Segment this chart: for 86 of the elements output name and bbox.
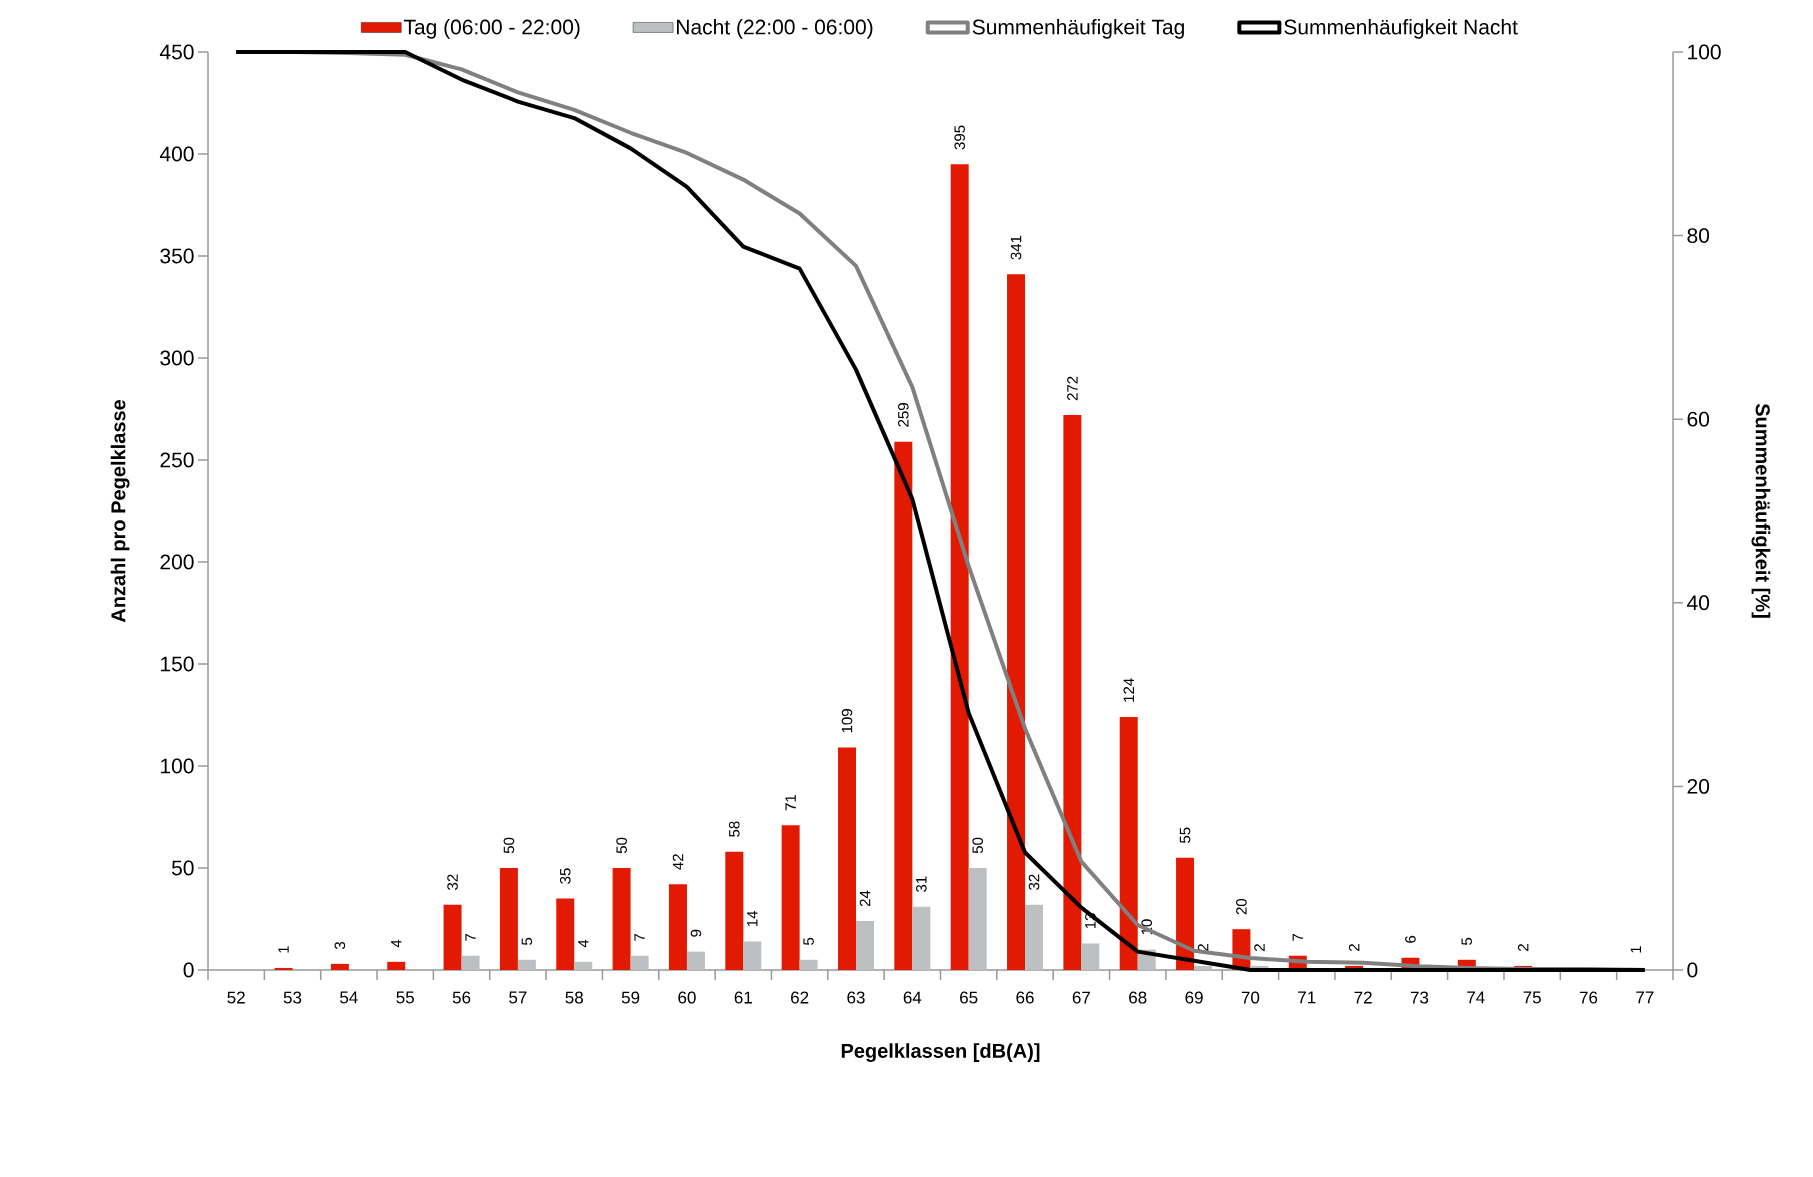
data-label: 32: [1028, 874, 1040, 890]
y-tick-label: 300: [160, 350, 194, 366]
legend-label: Summenhäufigkeit Nacht: [1284, 19, 1518, 39]
data-label: 7: [465, 933, 476, 941]
data-label: 272: [1067, 376, 1078, 401]
y2-tick-label: 100: [1688, 44, 1721, 60]
x-tick-label: 60: [678, 991, 696, 1004]
y-axis-title: Anzahl pro Pegelklasse: [110, 399, 130, 623]
data-label: 7: [634, 933, 645, 941]
x-tick-label: 62: [791, 991, 809, 1004]
data-label: 32: [447, 874, 458, 890]
data-label: 2: [1348, 944, 1360, 951]
y-tick-label: 400: [159, 146, 194, 162]
data-label: 5: [803, 937, 814, 945]
y-tick-label: 450: [159, 44, 194, 60]
data-label: 55: [1179, 827, 1191, 843]
y-tick-label: 350: [160, 248, 194, 264]
data-label: 5: [521, 937, 533, 945]
data-label: 124: [1123, 678, 1134, 702]
x-tick-label: 55: [396, 991, 414, 1004]
y-tick-label: 0: [183, 962, 194, 978]
y2-tick-label: 40: [1687, 595, 1710, 611]
x-tick-label: 66: [1016, 991, 1034, 1004]
x-tick-label: 76: [1579, 991, 1598, 1004]
legend-label: Nacht (22:00 - 06:00): [677, 19, 873, 39]
x-tick-label: 61: [734, 991, 752, 1004]
x-tick-label: 65: [960, 991, 978, 1004]
legend-label: Summenhäufigkeit Tag: [972, 19, 1184, 39]
data-label: 50: [972, 837, 983, 854]
data-label: 35: [559, 868, 571, 884]
x-tick-label: 75: [1523, 991, 1541, 1004]
data-label: 2: [1254, 944, 1265, 951]
x-tick-label: 72: [1354, 991, 1372, 1004]
data-label: 4: [391, 939, 402, 948]
y-tick-label: 50: [171, 860, 194, 876]
x-tick-label: 56: [452, 991, 471, 1004]
x-tick-label: 52: [227, 991, 245, 1004]
x-tick-label: 73: [1410, 991, 1429, 1004]
data-label: 2: [1197, 944, 1209, 951]
data-label: 50: [503, 837, 515, 854]
data-label: 4: [578, 939, 589, 948]
data-label: 6: [1405, 935, 1416, 943]
data-label: 42: [672, 854, 684, 870]
y2-tick-label: 0: [1687, 962, 1698, 978]
x-tick-label: 69: [1185, 991, 1203, 1004]
y-tick-label: 100: [161, 758, 194, 774]
data-label: 395: [954, 125, 965, 150]
data-label: 341: [1010, 235, 1022, 260]
data-label: 31: [916, 876, 927, 892]
y2-tick-label: 80: [1687, 228, 1710, 244]
x-tick-label: 63: [847, 991, 865, 1004]
y2-tick-label: 20: [1687, 778, 1710, 794]
x-tick-label: 74: [1467, 991, 1485, 1004]
x-tick-label: 77: [1636, 991, 1654, 1004]
data-label: 2: [1517, 944, 1529, 951]
y2-tick-label: 60: [1687, 411, 1710, 427]
y2-axis-title: Summenhäufigkeit [%]: [1751, 403, 1771, 618]
x-tick-label: 57: [509, 991, 527, 1004]
data-label: 1: [278, 946, 289, 953]
data-label: 109: [841, 709, 853, 733]
data-label: 58: [728, 821, 740, 837]
legend-label: Tag (06:00 - 22:00): [403, 19, 580, 39]
data-label: 50: [616, 837, 627, 854]
x-tick-label: 53: [283, 991, 302, 1004]
data-label: 259: [898, 403, 909, 427]
x-tick-label: 67: [1072, 991, 1090, 1004]
data-label: 5: [1461, 937, 1473, 945]
y-tick-label: 150: [161, 656, 194, 672]
data-label: 1: [1630, 946, 1641, 953]
data-label: 24: [859, 890, 871, 907]
data-label: 71: [785, 795, 796, 811]
y-tick-label: 250: [160, 452, 194, 468]
x-tick-label: 54: [340, 991, 358, 1004]
data-label: 14: [747, 910, 758, 927]
x-tick-label: 68: [1129, 991, 1147, 1004]
x-tick-label: 71: [1298, 991, 1316, 1004]
data-label: 20: [1236, 898, 1247, 915]
data-label: 7: [1292, 933, 1303, 941]
x-tick-label: 59: [621, 991, 640, 1004]
x-axis-title: Pegelklassen [dB(A)]: [841, 1043, 1040, 1062]
data-label: 9: [690, 929, 702, 937]
x-tick-label: 64: [903, 991, 922, 1004]
data-label: 3: [334, 941, 346, 950]
x-tick-label: 70: [1241, 991, 1260, 1004]
x-tick-label: 58: [565, 991, 583, 1004]
y-tick-label: 200: [160, 554, 194, 570]
